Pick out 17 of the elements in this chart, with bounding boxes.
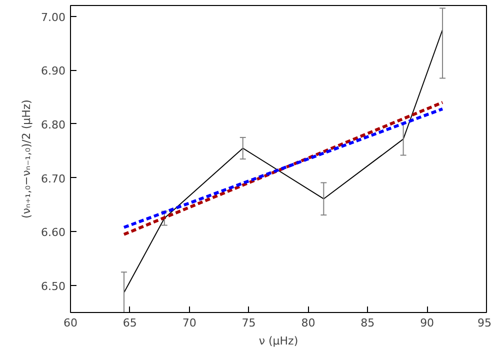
y-tick-label: 6.80 xyxy=(41,118,66,132)
y-tick-label: 6.60 xyxy=(41,226,66,240)
x-tick-label: 65 xyxy=(122,316,137,330)
x-tick-label: 90 xyxy=(420,316,434,330)
y-tick-label: 6.50 xyxy=(41,280,66,294)
x-tick-label: 75 xyxy=(242,316,256,330)
x-tick-label: 70 xyxy=(182,316,196,330)
y-tick-label: 6.70 xyxy=(41,172,66,186)
x-tick-label: 95 xyxy=(478,316,491,330)
y-tick-label: 6.90 xyxy=(41,64,66,78)
line-series xyxy=(123,29,444,294)
x-tick-label: 85 xyxy=(360,316,375,330)
y-axis-title: (νₙ₊₁,₀−νₙ₋₁,₀)/2 (μHz) xyxy=(20,100,34,218)
y-tick-label: 7.00 xyxy=(41,10,66,24)
x-axis-title: ν (μHz) xyxy=(258,334,298,348)
x-tick-label: 60 xyxy=(64,316,78,330)
x-tick-label: 80 xyxy=(301,316,316,330)
